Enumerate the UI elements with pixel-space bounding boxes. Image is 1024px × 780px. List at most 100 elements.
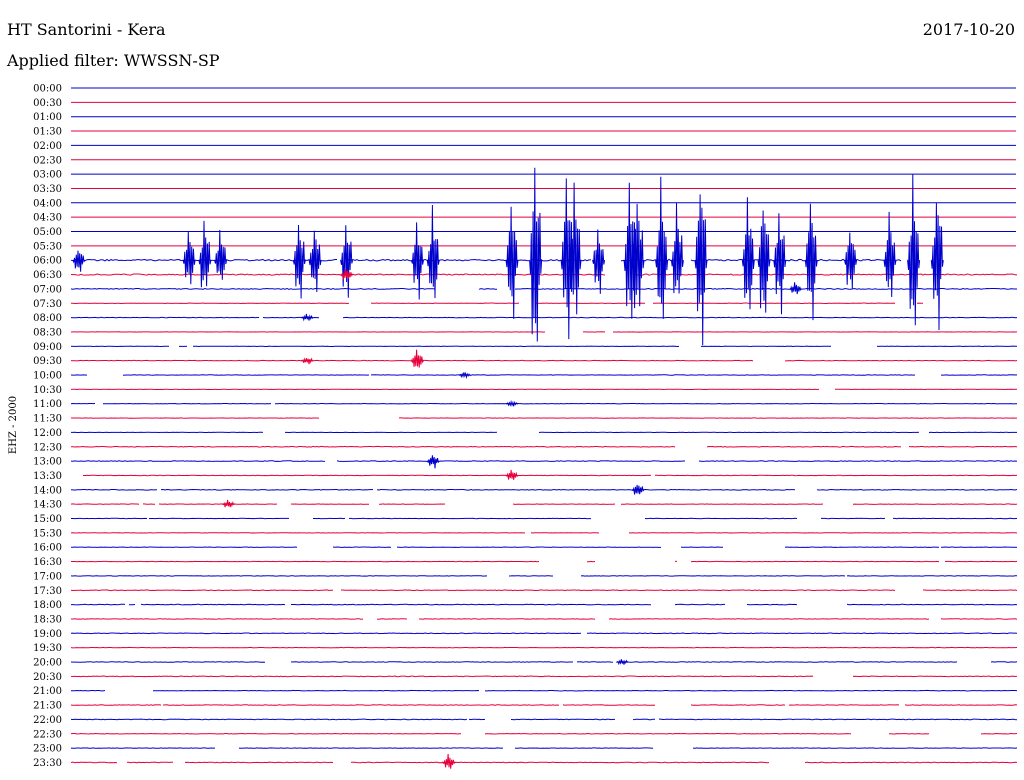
y-tick-label: 04:00 [33,198,62,209]
y-tick-label: 13:30 [33,471,62,482]
trace-line [71,303,1017,304]
y-tick-label: 05:00 [33,227,62,238]
trace-line [70,704,1018,706]
seismic-event [198,220,212,288]
seismic-event [458,371,471,380]
seismic-event [182,231,196,285]
seismic-event [655,176,669,319]
y-tick-label: 15:00 [33,514,62,525]
filter-label: Applied filter: WWSSN-SP [7,51,220,70]
y-tick-label: 09:30 [33,356,62,367]
trace-line [70,632,1018,635]
trace-line [71,689,1018,692]
y-tick-label: 16:30 [33,557,62,568]
trace-line [70,661,1018,663]
y-tick-label: 22:00 [33,715,62,726]
y-tick-label: 16:00 [33,543,62,554]
seismic-event [773,213,787,315]
y-tick-label: 08:30 [33,327,62,338]
trace-line [70,718,1018,721]
y-tick-label: 06:30 [33,270,62,281]
y-tick-label: 20:00 [33,658,62,669]
y-tick-label: 04:30 [33,213,62,224]
record-date: 2017-10-20 [922,20,1015,39]
y-tick-label: 12:00 [33,428,62,439]
trace-line [70,488,1018,491]
y-tick-label: 08:00 [33,313,62,324]
y-tick-label: 12:30 [33,442,62,453]
seismic-event [426,204,440,299]
y-tick-label: 13:00 [33,457,62,468]
y-tick-label: 17:00 [33,571,62,582]
seismic-event [301,313,314,322]
seismic-event [631,484,645,495]
trace-line [70,359,1018,362]
y-tick-label: 01:30 [33,127,62,138]
y-tick-label: 22:30 [33,729,62,740]
y-tick-label: 06:00 [33,256,62,267]
y-tick-label: 03:00 [33,170,62,181]
seismic-event [426,455,440,469]
seismic-event [505,206,519,319]
y-tick-label: 18:00 [33,600,62,611]
seismic-event [505,399,519,407]
seismic-event [670,202,684,294]
y-tick-label: 09:00 [33,342,62,353]
y-tick-labels: 00:00 00:30 01:00 01:30 02:00 02:30 03:00 03:30… [33,84,62,769]
trace-line [71,259,1017,261]
y-tick-label: 00:30 [33,98,62,109]
seismic-event [308,230,322,293]
y-tick-label: 01:00 [33,112,62,123]
y-tick-label: 14:30 [33,500,62,511]
y-tick-label: 02:30 [33,155,62,166]
y-tick-label: 19:00 [33,629,62,640]
trace-line [70,316,1018,319]
seismic-event [529,167,543,342]
y-tick-label: 07:00 [33,284,62,295]
y-tick-label: 21:00 [33,686,62,697]
trace-line [70,675,1018,678]
trace-line [70,445,1018,448]
seismic-event [757,210,771,313]
seismic-event [804,203,818,321]
seismic-event [339,225,354,298]
y-tick-label: 05:30 [33,241,62,252]
trace-line [70,503,1018,505]
seismic-event [907,174,921,326]
y-tick-label: 11:30 [33,414,62,425]
seismic-event [300,357,314,365]
seismic-event [292,224,306,299]
seismic-event [694,194,708,346]
y-tick-label: 23:30 [33,758,62,769]
seismic-event [411,222,424,300]
seismic-event [883,211,897,298]
seismic-event [930,202,944,331]
seismic-event [72,250,86,272]
trace-line [70,287,1017,290]
y-tick-label: 10:30 [33,385,62,396]
trace-line [70,618,1018,620]
y-tick-label: 07:30 [33,299,62,310]
y-tick-label: 20:30 [33,672,62,683]
seismic-event [631,203,645,309]
y-tick-label: 15:30 [33,528,62,539]
seismic-event [591,229,606,294]
trace-line [70,460,1018,462]
trace-line [70,273,1018,276]
seismic-event [789,282,802,295]
seismic-event [505,469,519,480]
trace-line [71,603,1018,606]
y-tick-label: 02:00 [33,141,62,152]
y-tick-label: 14:00 [33,485,62,496]
y-tick-label: 21:30 [33,701,62,712]
trace-line [83,474,1018,477]
seismic-event [741,197,755,310]
trace-line [70,732,1018,735]
y-tick-label: 17:30 [33,586,62,597]
y-tick-label: 00:00 [33,84,62,95]
trace-line [70,761,1018,764]
y-tick-label: 11:00 [33,399,62,410]
trace-line [70,589,1018,592]
seismic-event [616,659,629,666]
